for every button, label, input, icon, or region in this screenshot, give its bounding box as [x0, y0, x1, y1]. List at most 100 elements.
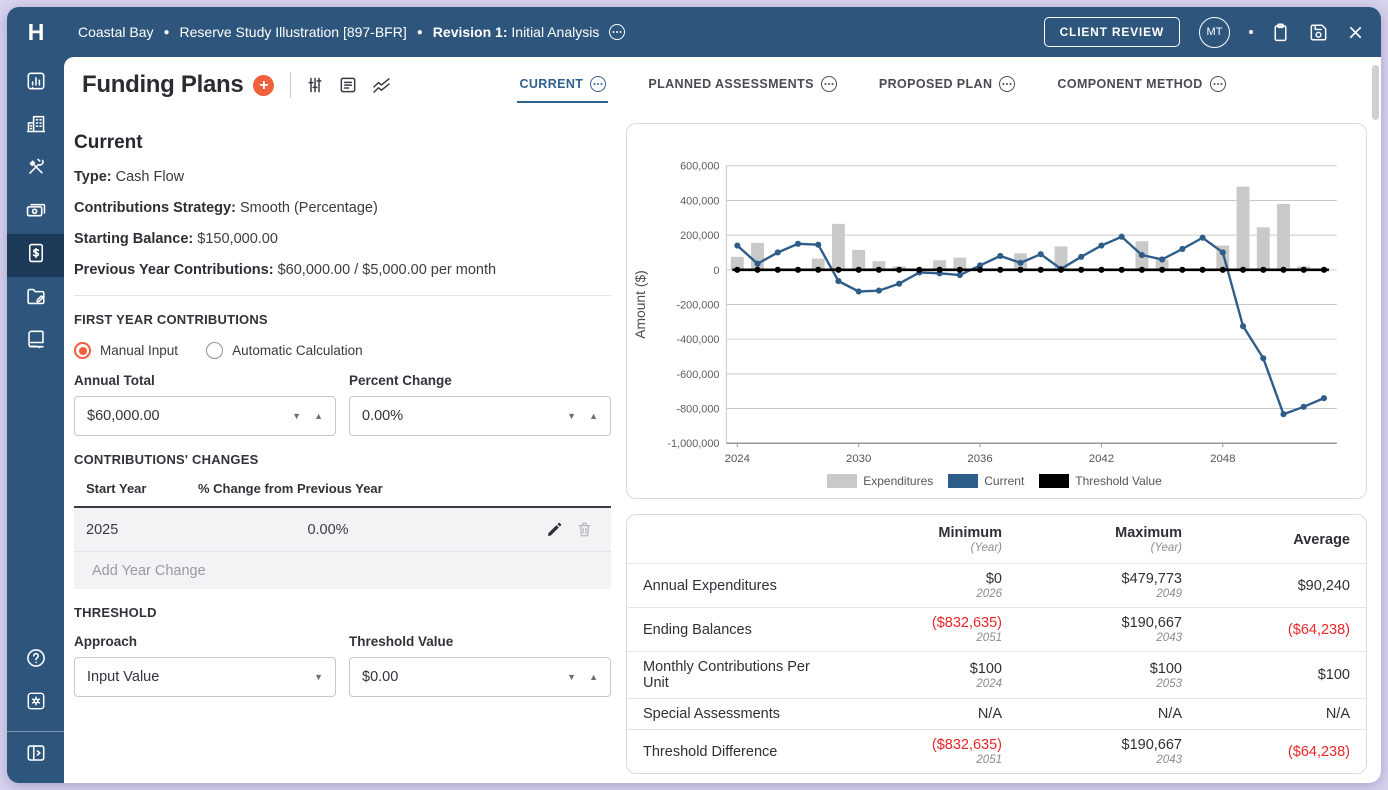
plan-settings-panel: Current Type: Cash Flow Contributions St…	[74, 107, 611, 774]
sidebar-bottom	[7, 639, 64, 783]
current-point	[1260, 355, 1267, 362]
current-point	[734, 242, 741, 249]
expenditure-bar	[832, 223, 845, 270]
tab-current[interactable]: CURRENT	[517, 68, 609, 103]
summary-header-row: Minimum (Year) Maximum (Year) Average	[627, 515, 1366, 563]
threshold-point	[855, 266, 862, 273]
table-header: Start Year % Change from Previous Year	[74, 481, 611, 508]
stepper-down-icon[interactable]: ▼	[567, 672, 577, 682]
sidebar-item-settings[interactable]	[7, 682, 64, 725]
expenditure-bar	[852, 249, 866, 270]
tab-label: CURRENT	[519, 76, 584, 91]
tab-options-icon[interactable]	[820, 75, 837, 92]
tab-options-icon[interactable]	[590, 75, 607, 92]
stepper-down-icon[interactable]: ▼	[292, 411, 302, 421]
threshold-point	[1098, 266, 1105, 273]
sidebar-item-help[interactable]	[7, 639, 64, 682]
page-header: Funding Plans + CURRENT PLANNED ASSESSME…	[64, 57, 1381, 107]
threshold-point	[1179, 266, 1186, 273]
save-icon[interactable]	[1308, 22, 1329, 43]
radio-manual-input[interactable]: Manual Input	[74, 342, 178, 359]
app-logo[interactable]: H	[27, 18, 45, 45]
threshold-point	[1057, 266, 1065, 273]
expenditure-bar	[933, 260, 947, 270]
breadcrumb: Coastal Bay ● Reserve Study Illustration…	[78, 24, 626, 40]
row-value-cell: $100	[1182, 667, 1350, 683]
expenditure-bar	[1155, 259, 1169, 270]
sidebar-item-tools[interactable]	[7, 148, 64, 191]
edit-icon[interactable]	[546, 521, 563, 538]
sidebar-item-money[interactable]	[7, 191, 64, 234]
trend-icon[interactable]	[371, 75, 392, 96]
tab-planned-assessments[interactable]: PLANNED ASSESSMENTS	[646, 68, 839, 103]
add-year-change-button[interactable]: Add Year Change	[74, 551, 611, 589]
row-value-cell: ($64,238)	[1182, 622, 1350, 638]
row-value-cell: $90,240	[1182, 578, 1350, 594]
avatar[interactable]: MT	[1199, 16, 1230, 48]
delete-icon[interactable]	[576, 521, 593, 538]
cell-value: $479,773	[1121, 571, 1182, 587]
notes-icon[interactable]	[338, 75, 358, 95]
threshold-point	[1017, 266, 1024, 273]
add-funding-plan-button[interactable]: +	[253, 74, 275, 96]
first-year-radio-group: Manual Input Automatic Calculation	[74, 342, 611, 359]
tab-proposed-plan[interactable]: PROPOSED PLAN	[877, 68, 1018, 103]
table-row: Annual Expenditures $0 2026 $479,773 2049 $90…	[627, 563, 1366, 607]
money-icon	[25, 199, 47, 226]
stepper-up-icon[interactable]: ▲	[589, 672, 598, 682]
cell-value: $100	[1149, 660, 1182, 677]
sidebar-collapse-button[interactable]	[7, 734, 64, 777]
current-point	[1199, 234, 1206, 241]
current-point	[1037, 251, 1044, 258]
sidebar-item-buildings[interactable]	[7, 105, 64, 148]
tab-component-method[interactable]: COMPONENT METHOD	[1055, 68, 1227, 103]
x-tick-label: 2042	[1089, 453, 1114, 465]
percent-change-input[interactable]: 0.00% ▼ ▲	[349, 396, 611, 436]
threshold-point	[1260, 266, 1267, 273]
approach-select[interactable]: Input Value ▼	[74, 657, 336, 697]
sidebar-item-projects[interactable]	[7, 277, 64, 320]
vertical-scrollbar[interactable]	[1372, 65, 1379, 120]
sidebar-item-reports[interactable]	[7, 320, 64, 363]
funding-chart: 600,000 400,000 200,000 0 -200,000 -400,000 -6…	[632, 161, 1337, 465]
tune-icon[interactable]	[305, 75, 325, 95]
annual-total-value: $60,000.00	[87, 408, 160, 424]
expenditure-bar	[1236, 186, 1250, 270]
plan-heading: Current	[74, 132, 143, 153]
tab-options-icon[interactable]	[999, 75, 1016, 92]
expenditure-bar	[872, 261, 886, 270]
y-tick-label: -400,000	[676, 334, 719, 346]
y-tick-label: -600,000	[676, 369, 719, 381]
cell-value: N/A	[1325, 706, 1350, 722]
stepper-up-icon[interactable]: ▲	[314, 411, 323, 421]
row-value-cell: $0 2026	[822, 571, 1002, 600]
row-value-cell: $190,667 2043	[1002, 615, 1182, 644]
header-divider	[290, 72, 292, 98]
current-point	[1239, 323, 1247, 330]
sidebar-item-funding[interactable]	[7, 234, 64, 277]
client-review-button[interactable]: CLIENT REVIEW	[1043, 17, 1180, 47]
sidebar-item-analytics[interactable]	[7, 62, 64, 105]
breadcrumb-project: Coastal Bay	[78, 24, 154, 40]
tab-options-icon[interactable]	[1209, 75, 1226, 92]
row-value-cell: ($832,635) 2051	[822, 737, 1002, 766]
stepper-up-icon[interactable]: ▲	[589, 411, 598, 421]
y-tick-label: -200,000	[676, 299, 719, 311]
project-folder-icon	[25, 285, 47, 312]
radio-automatic-calculation[interactable]: Automatic Calculation	[206, 342, 363, 359]
current-point	[1320, 395, 1328, 402]
cell-year: 2051	[976, 632, 1002, 644]
stepper-down-icon[interactable]: ▼	[567, 411, 577, 421]
cell-year: 2043	[1156, 754, 1182, 766]
current-point	[1159, 256, 1166, 263]
contributions-changes-section-label: CONTRIBUTIONS' CHANGES	[74, 452, 259, 467]
breadcrumb-separator: ●	[163, 26, 170, 38]
annual-total-input[interactable]: $60,000.00 ▼ ▲	[74, 396, 336, 436]
cell-value: $190,667	[1121, 737, 1182, 753]
legend-swatch	[948, 474, 979, 488]
threshold-value-input[interactable]: $0.00 ▼ ▲	[349, 657, 611, 697]
close-icon[interactable]	[1346, 23, 1365, 42]
dropdown-arrow-icon[interactable]: ▼	[314, 672, 323, 682]
clipboard-icon[interactable]	[1270, 22, 1291, 43]
revision-options-icon[interactable]	[609, 24, 626, 40]
